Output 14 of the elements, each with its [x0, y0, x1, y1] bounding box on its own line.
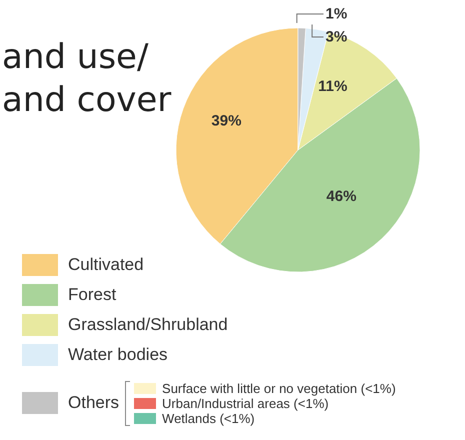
data-label: 11% [318, 78, 348, 95]
text: Urban/Industrial areas (<1%) [162, 396, 329, 410]
text: Wetlands (<1%) [162, 410, 255, 426]
legend-label: Water bodies [68, 345, 168, 365]
data-label: 39% [211, 112, 242, 130]
legend-label: Cultivated [68, 255, 144, 275]
text: and use/ and cover [2, 36, 172, 122]
legend-label: Grassland/Shrubland [68, 315, 228, 335]
data-label: 3% [326, 28, 348, 46]
legend-label: Others [68, 393, 120, 413]
legend-label: Forest [68, 285, 116, 305]
text: Surface with little or no vegetation (<1%) [162, 380, 396, 396]
data-label: 46% [326, 188, 356, 206]
data-label: 1% [326, 6, 348, 22]
